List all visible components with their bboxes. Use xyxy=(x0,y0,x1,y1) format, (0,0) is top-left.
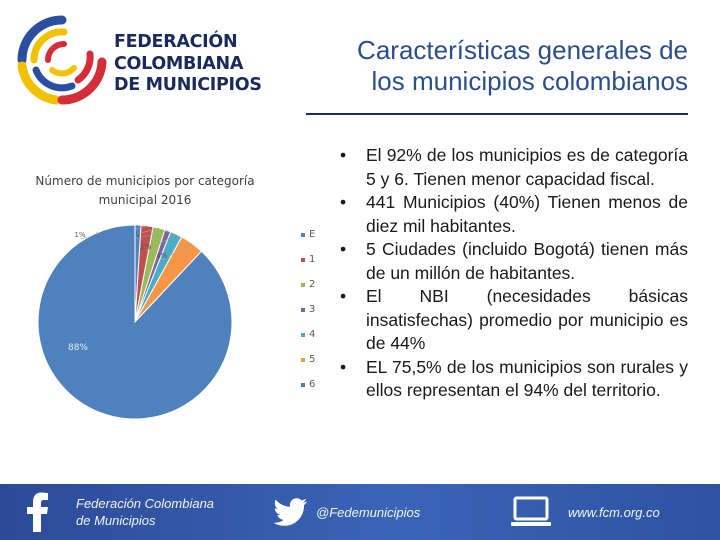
bullet-list: • El 92% de los municipios es de categorí… xyxy=(336,144,688,403)
bullet-text: EL 75,5% de los municipios son rurales y… xyxy=(366,356,688,401)
legend-item-2: 2 xyxy=(301,272,331,297)
leader-line-3 xyxy=(133,230,168,240)
bullet-marker: • xyxy=(340,192,347,212)
logo-line-3: DE MUNICIPIOS xyxy=(114,75,262,95)
title-line-1: Características generales de xyxy=(357,35,688,65)
data-label-E: 1% xyxy=(74,231,85,239)
leader-line-5 xyxy=(161,243,193,261)
legend-label: 1 xyxy=(309,254,316,265)
twitter-icon xyxy=(274,498,307,526)
bullet-item: • El 92% de los municipios es de categorí… xyxy=(336,144,688,191)
chart-title-line-1: Número de municipios por categoría xyxy=(35,174,255,188)
bullet-item: • 5 Ciudades (incluido Bogotá) tienen más… xyxy=(336,238,688,285)
twitter-handle-text: @Fedemunicipios xyxy=(316,504,421,520)
website-text: www.fcm.org.co xyxy=(568,504,660,520)
legend-item-4: 4 xyxy=(301,322,331,347)
bullet-text: El NBI (necesidades básicas insatisfecha… xyxy=(366,286,688,353)
twitter-link[interactable] xyxy=(274,484,308,540)
legend-swatch xyxy=(301,257,305,262)
legend-label: 2 xyxy=(309,279,316,290)
legend-swatch xyxy=(301,282,305,287)
website-link-icon[interactable] xyxy=(510,484,552,540)
pie-slice-6 xyxy=(37,224,233,420)
bullet-marker: • xyxy=(340,286,347,306)
legend-label: 4 xyxy=(309,329,316,340)
legend-swatch xyxy=(301,232,305,237)
legend-label: 5 xyxy=(309,354,316,365)
footer-org-name: Federación Colombiana de Municipios xyxy=(76,484,214,540)
legend-label: E xyxy=(309,229,316,240)
bullet-item: • 441 Municipios (40%) Tienen menos de di… xyxy=(336,191,688,238)
bullet-item: • El NBI (necesidades básicas insatisfech… xyxy=(336,285,688,356)
bullet-text: 5 Ciudades (incluido Bogotá) tienen más … xyxy=(366,239,688,283)
logo-line-1: FEDERACIÓN xyxy=(114,32,238,52)
legend-label: 6 xyxy=(309,379,316,390)
legend-item-1: 1 xyxy=(301,247,331,272)
facebook-icon xyxy=(27,492,48,532)
bullet-text: 441 Municipios (40%) Tienen menos de die… xyxy=(366,192,688,236)
fcm-logo-text: FEDERACIÓN COLOMBIANA DE MUNICIPIOS xyxy=(114,32,262,97)
legend-label: 3 xyxy=(309,304,316,315)
legend-swatch xyxy=(301,357,305,362)
title-line-2: los municipios colombianos xyxy=(371,66,688,96)
bullet-text: El 92% de los municipios es de categoría… xyxy=(366,145,688,189)
computer-icon xyxy=(511,496,551,526)
facebook-link[interactable] xyxy=(26,484,50,540)
logo-line-2: COLOMBIANA xyxy=(114,53,244,74)
chart-title-line-2: municipal 2016 xyxy=(98,193,192,207)
fcm-logo-mark xyxy=(17,15,107,105)
legend-item-5: 5 xyxy=(301,347,331,372)
legend-swatch xyxy=(301,332,305,337)
legend-swatch xyxy=(301,307,305,312)
data-label-6: 88% xyxy=(68,343,88,353)
chart-legend: E 1 2 3 4 5 6 xyxy=(301,222,331,397)
leader-line-4 xyxy=(145,233,177,252)
bullet-marker: • xyxy=(340,145,347,165)
footer-bar: Federación Colombiana de Municipios @Fed… xyxy=(0,484,720,540)
bullet-marker: • xyxy=(340,356,347,377)
chart-title: Número de municipios por categoría munic… xyxy=(10,172,280,210)
footer-org-line-2: de Municipios xyxy=(76,513,156,528)
slide-title: Características generales de los municip… xyxy=(268,35,688,97)
bullet-marker: • xyxy=(340,239,347,259)
data-label-4: 2% xyxy=(140,243,151,251)
pie-chart: 1%2%2%1%2%4%88% xyxy=(37,224,233,420)
fcm-logo: FEDERACIÓN COLOMBIANA DE MUNICIPIOS xyxy=(12,10,262,110)
website-link[interactable]: www.fcm.org.co xyxy=(568,484,660,540)
bullet-item: • EL 75,5% de los municipios son rurales … xyxy=(336,356,688,403)
title-divider xyxy=(306,113,688,115)
twitter-handle[interactable]: @Fedemunicipios xyxy=(316,484,420,540)
legend-item-6: 6 xyxy=(301,372,331,397)
legend-swatch xyxy=(301,382,305,387)
legend-item-3: 3 xyxy=(301,297,331,322)
data-label-5: 4% xyxy=(156,252,167,260)
legend-item-E: E xyxy=(301,222,331,247)
footer-org-line-1: Federación Colombiana xyxy=(76,496,215,511)
